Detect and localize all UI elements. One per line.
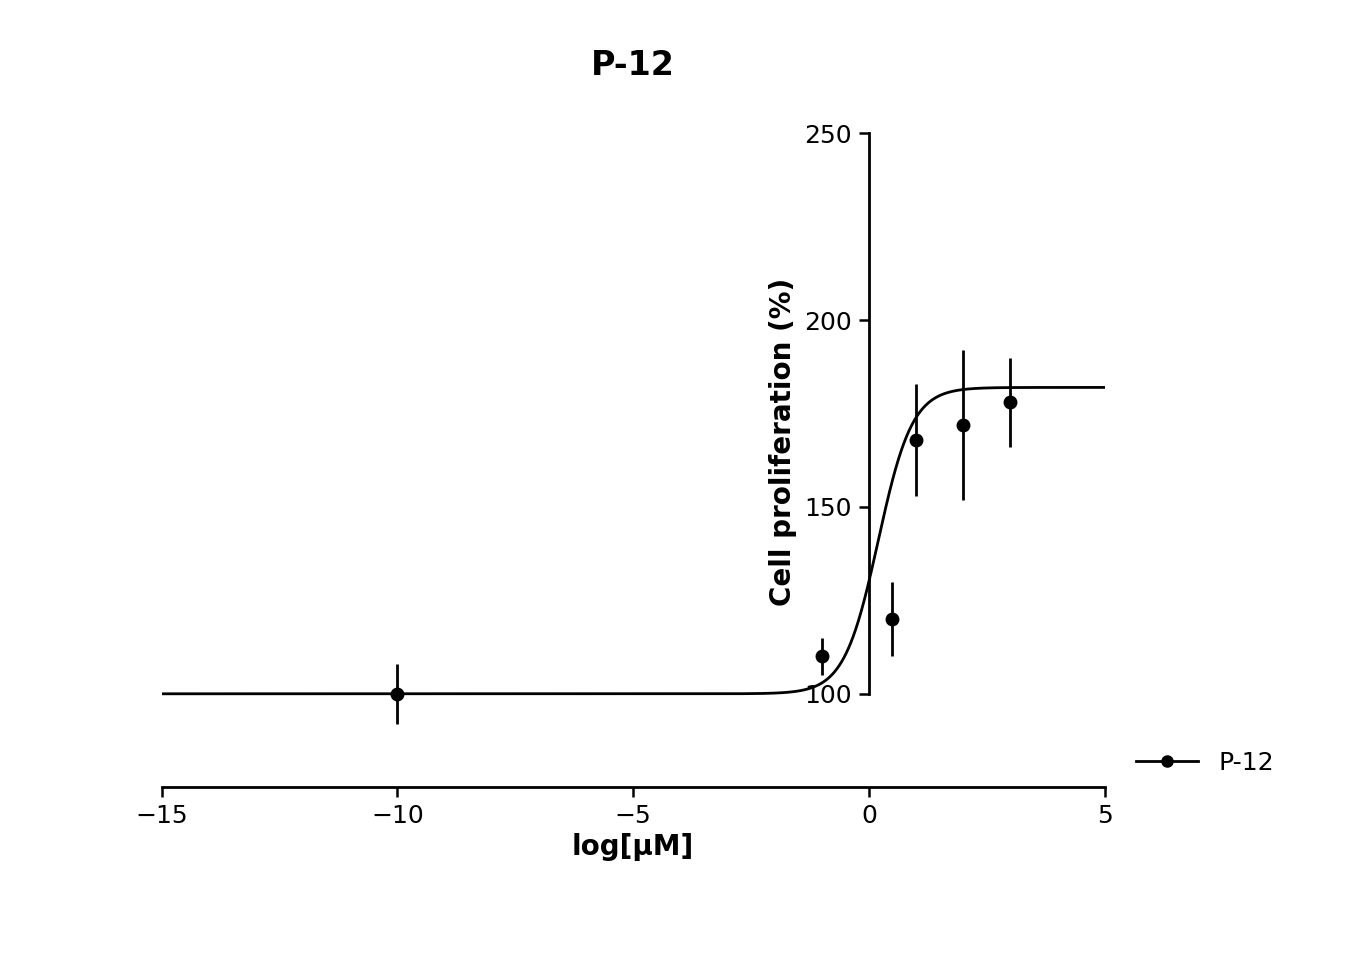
Title: P-12: P-12 [591, 49, 675, 83]
Legend: P-12: P-12 [1136, 751, 1274, 775]
X-axis label: log[μM]: log[μM] [572, 833, 694, 861]
Y-axis label: Cell proliferation (%): Cell proliferation (%) [769, 277, 797, 606]
